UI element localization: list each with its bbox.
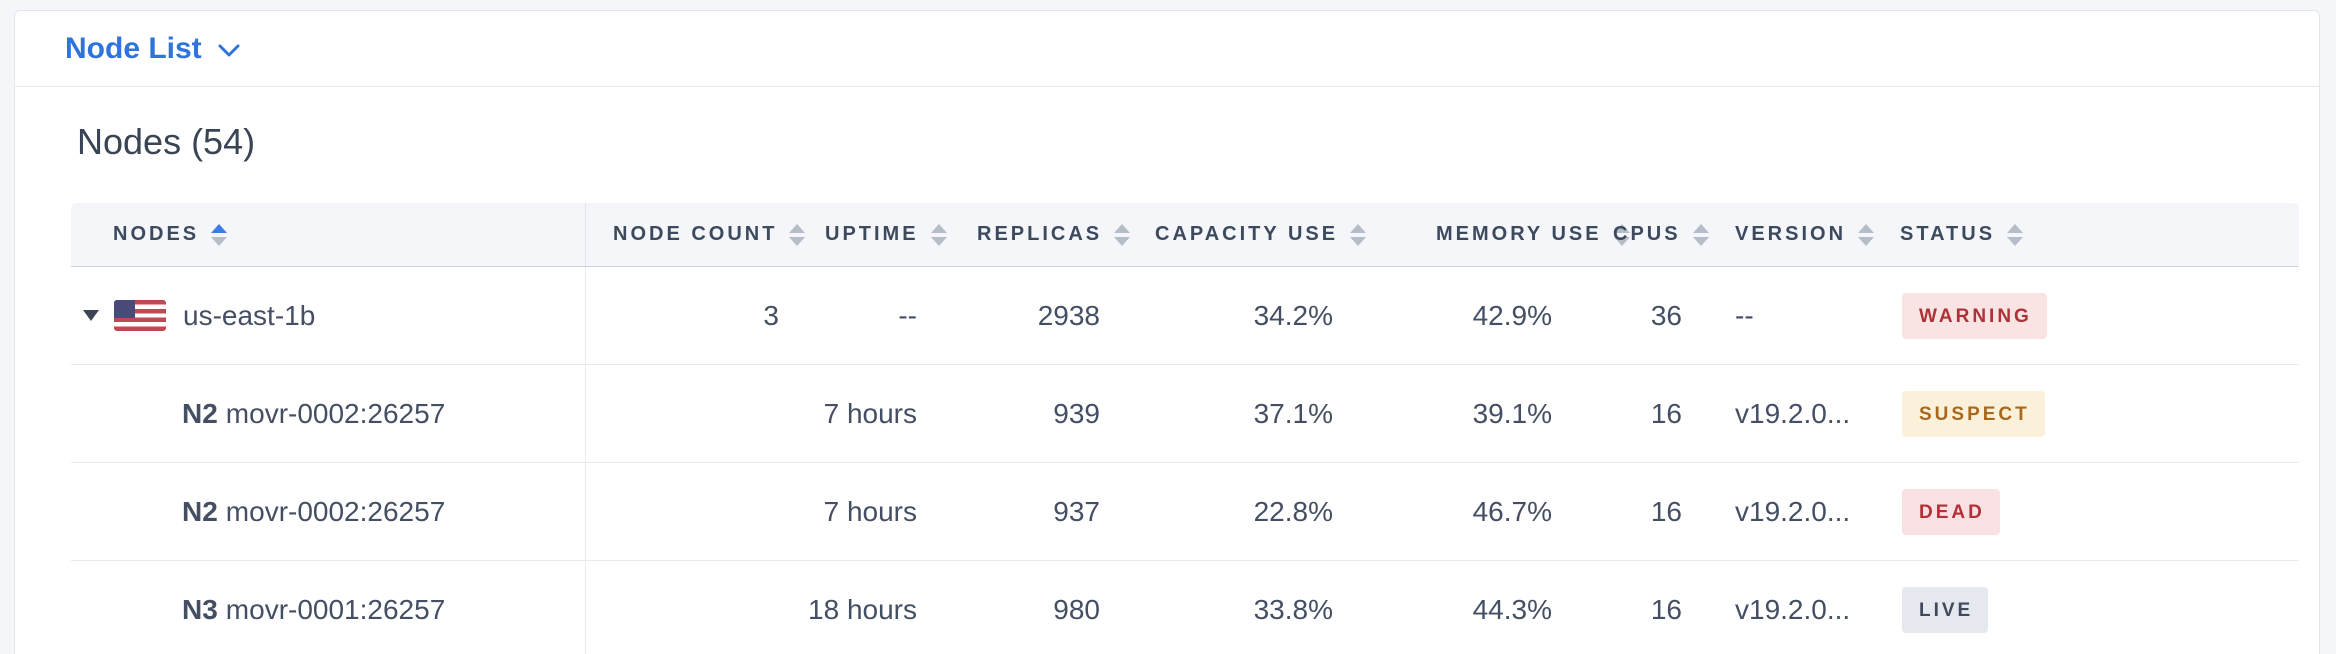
- cell-replicas: 937: [1053, 495, 1100, 527]
- status-badge: SUSPECT: [1902, 390, 2045, 437]
- sort-arrows-icon: [1613, 223, 1630, 246]
- cell-node-count: [586, 561, 808, 654]
- cell-cpus: 36: [1650, 299, 1682, 331]
- cell-replicas: 2938: [1037, 299, 1100, 331]
- node-address: movr-0002:26257: [225, 495, 446, 527]
- column-header-node-count[interactable]: NODE COUNT: [586, 203, 808, 266]
- node-id: N2: [182, 397, 218, 429]
- cell-status: DEAD: [1879, 463, 2299, 560]
- column-label: VERSION: [1735, 223, 1847, 245]
- cell-cpus: 16: [1650, 397, 1682, 429]
- node-address: movr-0001:26257: [225, 593, 446, 625]
- cell-capacity-use: 22.8%: [1253, 495, 1333, 527]
- us-flag-icon: [114, 300, 166, 331]
- node-id: N3: [182, 593, 218, 625]
- column-label: REPLICAS: [977, 223, 1103, 245]
- content: Nodes (54) NODES NODE COUNT UPTIME REPLI…: [15, 123, 2319, 654]
- sort-arrows-icon: [1114, 223, 1131, 246]
- region-cell: us-east-1b: [71, 267, 586, 364]
- region-name: us-east-1b: [183, 299, 316, 331]
- cell-version: v19.2.0...: [1735, 397, 1851, 429]
- table-header-row: NODES NODE COUNT UPTIME REPLICAS CAPACIT…: [71, 203, 2299, 267]
- sort-arrows-icon: [211, 223, 228, 246]
- column-label: MEMORY USE: [1436, 223, 1602, 245]
- node-cell: N2 movr-0002:26257: [71, 365, 586, 462]
- cell-capacity-use: 37.1%: [1253, 397, 1333, 429]
- column-header-nodes[interactable]: NODES: [71, 203, 586, 266]
- node-cell: N3 movr-0001:26257: [71, 561, 586, 654]
- column-label: CPUS: [1613, 223, 1681, 245]
- status-badge: LIVE: [1902, 586, 1989, 633]
- sort-arrows-icon: [1858, 223, 1875, 246]
- card-header: Node List: [15, 11, 2319, 87]
- cell-replicas: 980: [1053, 593, 1100, 625]
- cell-uptime: 7 hours: [823, 397, 917, 429]
- column-header-capacity-use[interactable]: CAPACITY USE: [1132, 203, 1368, 266]
- cell-replicas: 939: [1053, 397, 1100, 429]
- node-list-dropdown[interactable]: Node List: [65, 31, 240, 65]
- cell-status: WARNING: [1879, 267, 2299, 364]
- sort-arrows-icon: [1692, 223, 1709, 246]
- cell-memory-use: 39.1%: [1472, 397, 1552, 429]
- cell-cpus: 16: [1650, 495, 1682, 527]
- cell-node-count: [586, 365, 808, 462]
- nodes-table: NODES NODE COUNT UPTIME REPLICAS CAPACIT…: [71, 203, 2299, 654]
- cell-uptime: --: [898, 299, 917, 331]
- cell-version: v19.2.0...: [1735, 593, 1851, 625]
- column-label: NODE COUNT: [613, 223, 778, 245]
- node-address: movr-0002:26257: [225, 397, 446, 429]
- cell-status: LIVE: [1879, 561, 2299, 654]
- cell-cpus: 16: [1650, 593, 1682, 625]
- node-cell: N2 movr-0002:26257: [71, 463, 586, 560]
- cell-version: --: [1735, 299, 1754, 331]
- node-list-card: Node List Nodes (54) NODES NODE COUNT: [14, 10, 2320, 654]
- column-label: UPTIME: [825, 223, 919, 245]
- cell-capacity-use: 33.8%: [1253, 593, 1333, 625]
- sort-arrows-icon: [1350, 223, 1367, 246]
- column-header-replicas[interactable]: REPLICAS: [949, 203, 1132, 266]
- column-header-cpus[interactable]: CPUS: [1586, 203, 1715, 266]
- column-header-uptime[interactable]: UPTIME: [808, 203, 949, 266]
- cell-node-count: [586, 463, 808, 560]
- page-title: Nodes (54): [77, 121, 256, 162]
- cell-version: v19.2.0...: [1735, 495, 1851, 527]
- cell-node-count: 3: [763, 299, 779, 331]
- table-row-node[interactable]: N3 movr-0001:26257 18 hours 980 33.8% 44…: [71, 561, 2299, 654]
- status-badge: WARNING: [1902, 292, 2047, 339]
- table-row-node[interactable]: N2 movr-0002:26257 7 hours 939 37.1% 39.…: [71, 365, 2299, 463]
- column-header-memory-use[interactable]: MEMORY USE: [1368, 203, 1630, 266]
- cell-uptime: 18 hours: [808, 593, 917, 625]
- cell-capacity-use: 34.2%: [1253, 299, 1333, 331]
- cell-memory-use: 44.3%: [1472, 593, 1552, 625]
- sort-arrows-icon: [2007, 223, 2024, 246]
- column-label: CAPACITY USE: [1155, 223, 1339, 245]
- node-id: N2: [182, 495, 218, 527]
- dropdown-label: Node List: [65, 31, 202, 65]
- sort-arrows-icon: [789, 223, 806, 246]
- caret-down-icon[interactable]: [83, 310, 99, 321]
- cell-memory-use: 42.9%: [1472, 299, 1552, 331]
- column-label: STATUS: [1900, 223, 1996, 245]
- table-row-region[interactable]: us-east-1b 3 -- 2938 34.2% 42.9% 36 -- W…: [71, 267, 2299, 365]
- cell-uptime: 7 hours: [823, 495, 917, 527]
- column-header-version[interactable]: VERSION: [1715, 203, 1879, 266]
- column-header-status[interactable]: STATUS: [1879, 203, 2299, 266]
- status-badge: DEAD: [1902, 488, 2000, 535]
- cell-status: SUSPECT: [1879, 365, 2299, 462]
- sort-arrows-icon: [930, 223, 947, 246]
- column-label: NODES: [113, 223, 200, 245]
- chevron-down-icon: [218, 44, 240, 58]
- cell-memory-use: 46.7%: [1472, 495, 1552, 527]
- table-row-node[interactable]: N2 movr-0002:26257 7 hours 937 22.8% 46.…: [71, 463, 2299, 561]
